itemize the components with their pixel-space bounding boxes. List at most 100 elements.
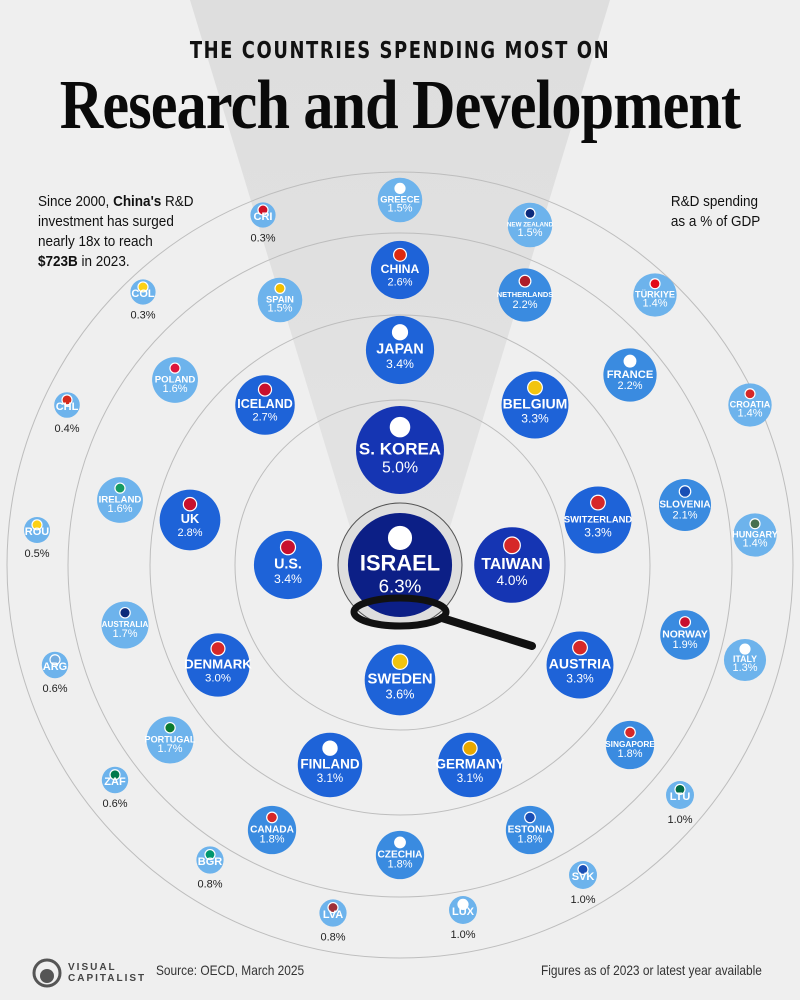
note-text: nearly 18x to reach bbox=[38, 233, 153, 250]
bubble-label: SVK bbox=[572, 871, 595, 883]
flag-icon bbox=[518, 274, 532, 288]
flag-icon bbox=[577, 863, 589, 876]
bubble-label: PORTUGAL bbox=[145, 734, 196, 744]
flag-icon bbox=[739, 643, 751, 655]
bubble-value: 0.6% bbox=[102, 798, 127, 810]
flag-icon bbox=[678, 616, 692, 629]
bubble-label: LVA bbox=[323, 909, 343, 921]
bubble-value: 1.5% bbox=[517, 227, 542, 239]
flag-icon bbox=[572, 639, 588, 656]
bubble-mark bbox=[658, 478, 712, 532]
bubble-mark bbox=[159, 489, 221, 551]
bubble-mark bbox=[498, 268, 552, 322]
bubble-label: LTU bbox=[670, 791, 691, 803]
bubble-value: 1.6% bbox=[107, 503, 132, 515]
bubble-label: NETHERLANDS bbox=[497, 290, 553, 299]
bubble-label: AUSTRIA bbox=[549, 656, 611, 672]
bubble-mark bbox=[605, 720, 655, 770]
bubble-value: 2.2% bbox=[512, 299, 537, 311]
flag-icon bbox=[204, 848, 216, 861]
bubble-value: 0.8% bbox=[197, 879, 222, 891]
bubble-label: GERMANY bbox=[435, 756, 504, 771]
flag-icon bbox=[457, 898, 469, 911]
flag-icon bbox=[114, 482, 126, 494]
bubble-value: 2.2% bbox=[617, 380, 642, 392]
flag-icon bbox=[391, 324, 409, 341]
bubble-zaf: ZAF 0.6% bbox=[101, 766, 129, 810]
bubble-label: CRI bbox=[254, 211, 273, 223]
flag-icon bbox=[624, 726, 636, 739]
bubble-label: ICELAND bbox=[237, 397, 293, 411]
bubble-value: 1.0% bbox=[450, 929, 475, 941]
bubble-value: 3.6% bbox=[386, 687, 415, 702]
bubble-bgr: BGR 0.8% bbox=[196, 846, 224, 891]
bubble-label: ITALY bbox=[733, 654, 757, 664]
bubble-mark bbox=[507, 202, 553, 248]
logo-text: VISUAL bbox=[68, 962, 117, 973]
bubble-label: TÜRKIYE bbox=[635, 289, 675, 299]
bubble-value: 0.6% bbox=[42, 683, 67, 695]
bubble-label: GREECE bbox=[380, 194, 420, 204]
bubble-value: 1.8% bbox=[617, 748, 642, 760]
bubble-mark bbox=[347, 512, 453, 618]
bubble-label: UK bbox=[181, 511, 200, 526]
flag-icon bbox=[744, 388, 756, 400]
ring bbox=[6, 171, 794, 959]
flag-icon bbox=[524, 811, 536, 824]
bubble-mark bbox=[253, 530, 323, 600]
bubble-value: 3.4% bbox=[274, 572, 302, 586]
flag-icon bbox=[119, 606, 131, 619]
ring bbox=[234, 399, 566, 731]
bubble-value: 1.8% bbox=[259, 834, 284, 846]
bubble-value: 1.8% bbox=[387, 859, 412, 871]
note-bold: $723B bbox=[38, 253, 78, 270]
bubble-label: FINLAND bbox=[300, 756, 360, 771]
flag-icon bbox=[169, 362, 181, 374]
bubble-value: 4.0% bbox=[497, 573, 528, 588]
bubble-label: LUX bbox=[452, 906, 475, 918]
bubble-cri: CRI 0.3% bbox=[250, 202, 276, 245]
bubble-mark bbox=[733, 513, 777, 557]
flag-icon bbox=[257, 382, 273, 397]
bubble-lux: LUX 1.0% bbox=[449, 896, 477, 941]
unit-note: R&D spending as a % of GDP bbox=[671, 192, 760, 232]
bubble-label: ROU bbox=[25, 526, 50, 538]
flag-icon bbox=[182, 496, 198, 512]
bubble-value: 5.0% bbox=[382, 460, 418, 477]
bubble-mark bbox=[377, 177, 423, 223]
bubble-u-s-: U.S.3.4% bbox=[253, 530, 323, 600]
flag-icon bbox=[279, 539, 297, 556]
bubble-label: FRANCE bbox=[607, 369, 654, 381]
flag-icon bbox=[394, 182, 406, 195]
flag-icon bbox=[257, 204, 269, 216]
bubble-label: TAIWAN bbox=[481, 556, 542, 573]
bubble-ltu: LTU 1.0% bbox=[666, 781, 694, 826]
bubble-label: ARG bbox=[43, 661, 67, 673]
flag-icon bbox=[266, 811, 278, 824]
bubble-value: 0.3% bbox=[250, 233, 275, 245]
bubble-value: 3.1% bbox=[457, 773, 483, 785]
flag-icon bbox=[327, 901, 339, 914]
bubble-label: CZECHIA bbox=[378, 850, 424, 861]
bubble-mark bbox=[297, 732, 363, 798]
bubble-mark bbox=[370, 240, 430, 300]
bubble-chl: CHL 0.4% bbox=[54, 392, 80, 435]
chart-title: Research and Development bbox=[59, 67, 741, 144]
bubble-value: 3.3% bbox=[566, 672, 594, 686]
bubble-value: 3.1% bbox=[317, 773, 343, 785]
bubble-mark bbox=[97, 477, 143, 523]
chart-kicker: THE COUNTRIES SPENDING MOST ON bbox=[189, 38, 611, 64]
bubble-mark bbox=[257, 277, 303, 323]
bubble-value: 1.9% bbox=[672, 639, 697, 651]
bubble-label: U.S. bbox=[274, 557, 302, 573]
